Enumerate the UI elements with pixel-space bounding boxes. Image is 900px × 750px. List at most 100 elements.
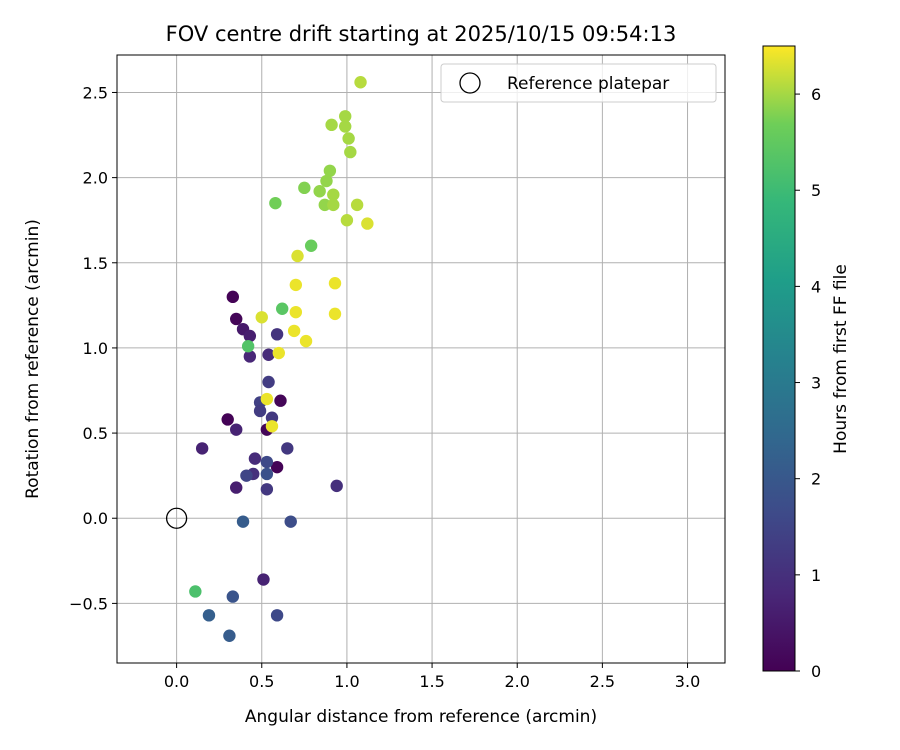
x-tick-label: 1.0 (334, 672, 359, 691)
scatter-point (272, 346, 285, 360)
legend-marker (459, 72, 481, 94)
plot-frame (116, 54, 726, 664)
scatter-point (350, 198, 364, 212)
scatter-point (260, 392, 274, 406)
scatter-point (189, 585, 202, 598)
scatter-point (318, 198, 331, 212)
scatter-point (289, 305, 303, 319)
scatter-point (270, 328, 284, 341)
y-tick-label: 1.0 (83, 339, 108, 358)
scatter-point (240, 469, 253, 482)
scatter-point (262, 348, 275, 361)
scatter-point (223, 629, 236, 642)
reference-platepar-point (165, 507, 188, 529)
scatter-point (313, 185, 326, 198)
scatter-point (221, 413, 234, 426)
scatter-point (281, 442, 294, 455)
scatter-point (320, 174, 333, 188)
legend-box (440, 63, 717, 103)
scatter-point (195, 442, 209, 455)
scatter-point (243, 329, 257, 343)
scatter-point (270, 460, 284, 474)
y-axis-label: Rotation from reference (arcmin) (23, 219, 43, 499)
scatter-point (327, 188, 340, 201)
scatter-point (243, 350, 257, 363)
scatter-point (339, 120, 352, 133)
colorbar: 0 1 2 3 4 5 6 Hours from first FF file (762, 45, 851, 681)
scatter-point (262, 375, 275, 389)
colorbar-ticks: 0 1 2 3 4 5 6 (795, 85, 821, 681)
scatter-point (241, 340, 255, 353)
scatter-point (257, 573, 270, 586)
colorbar-gradient (762, 45, 796, 672)
colorbar-tick-label: 4 (811, 277, 821, 296)
scatter-point (298, 181, 311, 195)
scatter-point (342, 132, 355, 145)
x-tick-label: 3.0 (675, 672, 700, 691)
chart-title: FOV centre drift starting at 2025/10/15 … (166, 22, 677, 46)
grid-lines (117, 55, 725, 663)
x-axis-ticks: 0.0 0.5 1.0 1.5 2.0 2.5 3.0 (164, 663, 700, 691)
reference-marker (165, 507, 188, 529)
y-tick-label: 0.0 (83, 509, 108, 528)
scatter-point (265, 411, 279, 424)
scatter-point (299, 334, 313, 348)
scatter-point (289, 278, 303, 292)
x-axis-label: Angular distance from reference (arcmin) (245, 707, 597, 727)
scatter-point (344, 145, 357, 159)
y-tick-label: 2.0 (83, 169, 108, 188)
colorbar-tick-label: 5 (811, 181, 821, 200)
scatter-point (226, 590, 240, 603)
scatter-point (354, 76, 367, 89)
scatter-point (230, 312, 243, 326)
scatter-point (202, 609, 216, 622)
scatter-point (274, 394, 287, 407)
scatter-point (325, 118, 338, 132)
legend-label: Reference platepar (507, 74, 669, 94)
scatter-point (330, 479, 343, 493)
scatter-point (269, 196, 282, 210)
scatter-point (287, 324, 301, 338)
scatter-point (253, 404, 267, 418)
colorbar-tick-label: 1 (811, 566, 821, 585)
y-tick-label: −0.5 (69, 594, 108, 613)
scatter-point (230, 423, 243, 436)
colorbar-tick-label: 0 (811, 662, 821, 681)
y-tick-label: 1.5 (83, 254, 108, 273)
colorbar-tick-label: 2 (811, 470, 821, 489)
scatter-point (260, 467, 274, 481)
x-tick-label: 0.5 (249, 672, 274, 691)
scatter-point (304, 239, 318, 252)
scatter-point (284, 515, 297, 528)
scatter-point (248, 452, 262, 465)
legend: Reference platepar (440, 63, 717, 103)
scatter-point (291, 249, 304, 263)
colorbar-tick-label: 3 (811, 374, 821, 393)
x-tick-label: 2.0 (504, 672, 529, 691)
scatter-point (260, 455, 274, 469)
y-tick-label: 0.5 (83, 424, 108, 443)
x-tick-label: 0.0 (164, 672, 189, 691)
scatter-point (230, 481, 243, 494)
scatter-point (328, 277, 342, 290)
scatter-point (340, 213, 354, 227)
x-tick-label: 2.5 (590, 672, 615, 691)
scatter-point (275, 302, 289, 315)
scatter-point (226, 290, 240, 304)
scatter-point (270, 609, 284, 622)
y-tick-label: 2.5 (83, 83, 108, 102)
colorbar-tick-label: 6 (811, 85, 821, 104)
scatter-point (323, 164, 337, 178)
x-tick-label: 1.5 (419, 672, 444, 691)
scatter-point (339, 110, 352, 123)
colorbar-label: Hours from first FF file (831, 264, 851, 454)
scatter-point (265, 420, 279, 433)
scatter-point (328, 307, 342, 321)
scatter-point (255, 311, 268, 324)
data-points (189, 76, 374, 642)
scatter-point (327, 198, 340, 212)
y-axis-ticks: −0.5 0.0 0.5 1.0 1.5 2.0 2.5 (69, 83, 117, 613)
scatter-point (236, 515, 250, 528)
scatter-point (260, 483, 274, 496)
